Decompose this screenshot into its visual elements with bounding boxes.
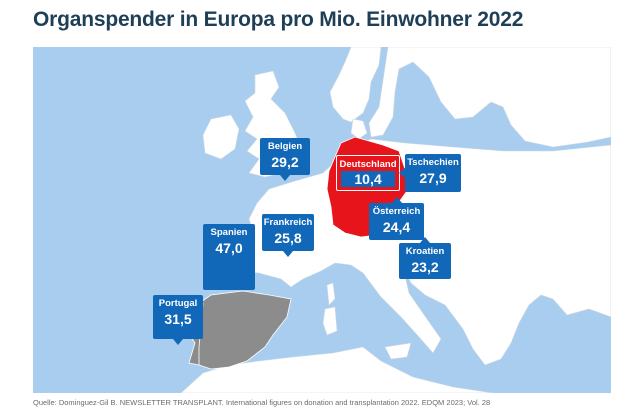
- europe-map-svg: [33, 47, 611, 393]
- sardinia-landmass: [322, 306, 338, 336]
- callout-value: 23,2: [411, 259, 439, 275]
- scandinavia-landmass: [329, 47, 611, 148]
- callout-country-name: Deutschland: [339, 159, 397, 170]
- iberia-highlight: [186, 290, 292, 370]
- callout-value: 29,2: [271, 154, 299, 170]
- callout-country-name: Kroatien: [405, 246, 445, 257]
- callout-country-name: Belgien: [267, 141, 303, 152]
- denmark-landmass: [350, 118, 368, 140]
- callout-oesterreich: Österreich 24,4: [369, 197, 424, 240]
- sicily-landmass: [384, 342, 412, 360]
- europe-map: Belgien 29,2 Deutschland 10,4 Tschechien…: [33, 47, 611, 393]
- source-note: Quelle: Dominguez-Gil B. NEWSLETTER TRAN…: [33, 398, 491, 407]
- callout-belgien: Belgien 29,2: [260, 138, 310, 181]
- callout-spanien: Spanien 47,0: [203, 224, 255, 290]
- callout-country-name: Tschechien: [407, 157, 459, 168]
- callout-value: 27,9: [419, 170, 447, 186]
- callout-frankreich: Frankreich 25,8: [262, 214, 314, 257]
- callout-country-name: Portugal: [158, 298, 198, 309]
- callout-value: 25,8: [274, 230, 302, 246]
- callout-country-name: Österreich: [372, 206, 421, 217]
- callout-country-name: Frankreich: [263, 217, 313, 228]
- callout-value: 24,4: [382, 219, 411, 235]
- callout-kroatien: Kroatien 23,2: [399, 237, 451, 279]
- ireland-landmass: [202, 114, 240, 160]
- callout-value: 31,5: [164, 311, 192, 327]
- map-title: Organspender in Europa pro Mio. Einwohne…: [33, 8, 524, 31]
- callout-country-name: Spanien: [210, 227, 248, 238]
- callout-value: 47,0: [215, 240, 243, 256]
- callout-tschechien: Tschechien 27,9: [399, 154, 461, 192]
- callout-value: 10,4: [341, 171, 395, 187]
- callout-deutschland: Deutschland 10,4: [336, 155, 400, 191]
- corsica-landmass: [326, 282, 336, 306]
- callout-portugal: Portugal 31,5: [153, 295, 203, 345]
